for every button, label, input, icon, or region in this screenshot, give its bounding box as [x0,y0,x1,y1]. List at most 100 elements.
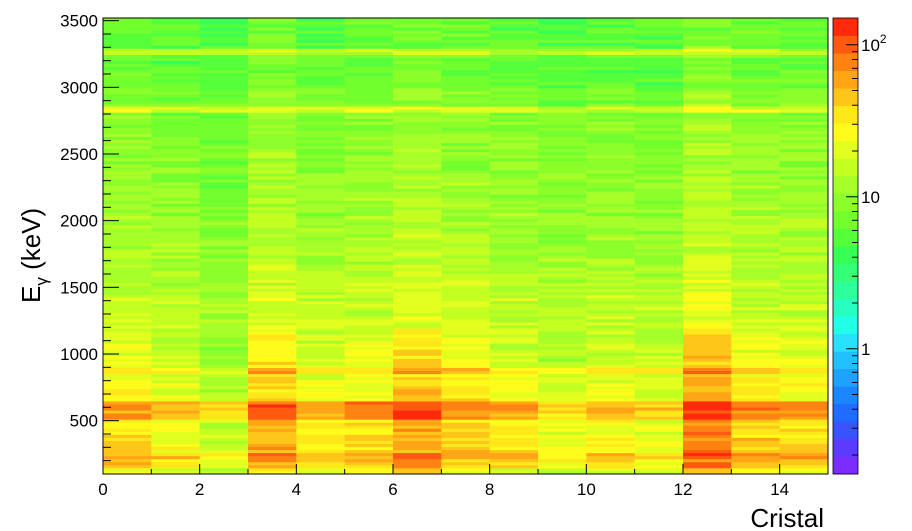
heatmap-cell [683,328,732,332]
heatmap-cell [779,27,829,31]
heatmap-cell [489,373,539,378]
heatmap-cell [393,437,442,441]
heatmap-cell [441,170,491,174]
heatmap-cell [199,264,249,268]
heatmap-cell [393,440,442,444]
heatmap-cell [151,352,201,356]
heatmap-cell [489,419,539,423]
colorbar-segment [833,140,858,159]
heatmap-cell [296,276,346,280]
heatmap-cell [393,407,442,411]
heatmap-cell [296,194,346,198]
heatmap-cell [731,24,781,28]
heatmap-cell [683,97,732,101]
heatmap-cell [586,315,636,320]
heatmap-cell [683,312,732,317]
heatmap-cell [489,385,539,390]
heatmap-cell [296,416,346,420]
heatmap-cell [103,21,152,25]
heatmap-cell [731,346,781,350]
heatmap-cell [489,407,539,411]
heatmap-cell [344,382,394,387]
heatmap-cell [538,27,587,31]
heatmap-cell [489,322,539,326]
heatmap-cell [538,24,587,28]
heatmap-cell [393,151,442,156]
heatmap-cell [779,282,829,286]
heatmap-cell [586,157,636,162]
heatmap-cell [779,81,829,86]
heatmap-cell [538,66,587,71]
heatmap-cell [248,209,297,213]
heatmap-cell [103,306,152,311]
heatmap-cell [344,221,394,226]
heatmap-cell [199,334,249,338]
heatmap-cell [393,45,442,49]
heatmap-cell [296,446,346,451]
heatmap-cell [151,367,201,372]
heatmap-cell [393,163,442,168]
heatmap-cell [634,60,684,64]
heatmap-cell [538,401,587,405]
heatmap-cell [393,261,442,265]
heatmap-cell [199,370,249,375]
heatmap-cell [779,145,829,150]
heatmap-cell [441,249,491,253]
heatmap-cell [103,191,152,195]
heatmap-cell [731,118,781,122]
heatmap-cell [151,170,201,174]
heatmap-cell [393,157,442,162]
heatmap-cell [344,170,394,174]
heatmap-cell [634,39,684,43]
heatmap-cell [248,118,297,122]
heatmap-cell [151,121,201,125]
heatmap-cell [441,467,491,472]
heatmap-cell [151,63,201,68]
heatmap-cell [489,352,539,356]
heatmap-cell [489,145,539,150]
heatmap-cell [151,413,201,417]
heatmap-cell [103,419,152,423]
heatmap-cell [441,130,491,134]
heatmap-cell [634,224,684,229]
heatmap-cell [393,133,442,137]
heatmap-cell [199,194,249,198]
heatmap-cell [344,255,394,259]
heatmap-cell [634,361,684,365]
heatmap-cell [586,109,636,113]
heatmap-cell [248,179,297,183]
heatmap-cell [634,200,684,204]
heatmap-cell [731,385,781,390]
heatmap-cell [683,194,732,198]
heatmap-cell [779,276,829,280]
heatmap-cell [151,209,201,213]
heatmap-cell [538,212,587,216]
heatmap-cell [683,69,732,74]
heatmap-cell [489,318,539,323]
heatmap-cell [634,106,684,110]
heatmap-cell [344,51,394,55]
heatmap-cell [538,154,587,159]
heatmap-cell [344,367,394,372]
heatmap-cell [731,179,781,183]
heatmap-cell [538,200,587,204]
heatmap-cell [151,18,201,22]
heatmap-cell [634,212,684,216]
heatmap-cell [779,151,829,156]
heatmap-cell [393,288,442,292]
heatmap-cell [683,136,732,140]
heatmap-cell [344,318,394,323]
heatmap-cell [586,437,636,441]
heatmap-cell [441,388,491,393]
heatmap-cell [683,182,732,186]
heatmap-cell [393,236,442,241]
heatmap-cell [151,100,201,104]
heatmap-cell [199,63,249,68]
heatmap-cell [489,425,539,429]
heatmap-cell [393,276,442,280]
heatmap-cell [538,78,587,83]
heatmap-cell [151,188,201,192]
heatmap-cell [248,261,297,265]
heatmap-cell [199,166,249,171]
heatmap-cell [634,249,684,253]
